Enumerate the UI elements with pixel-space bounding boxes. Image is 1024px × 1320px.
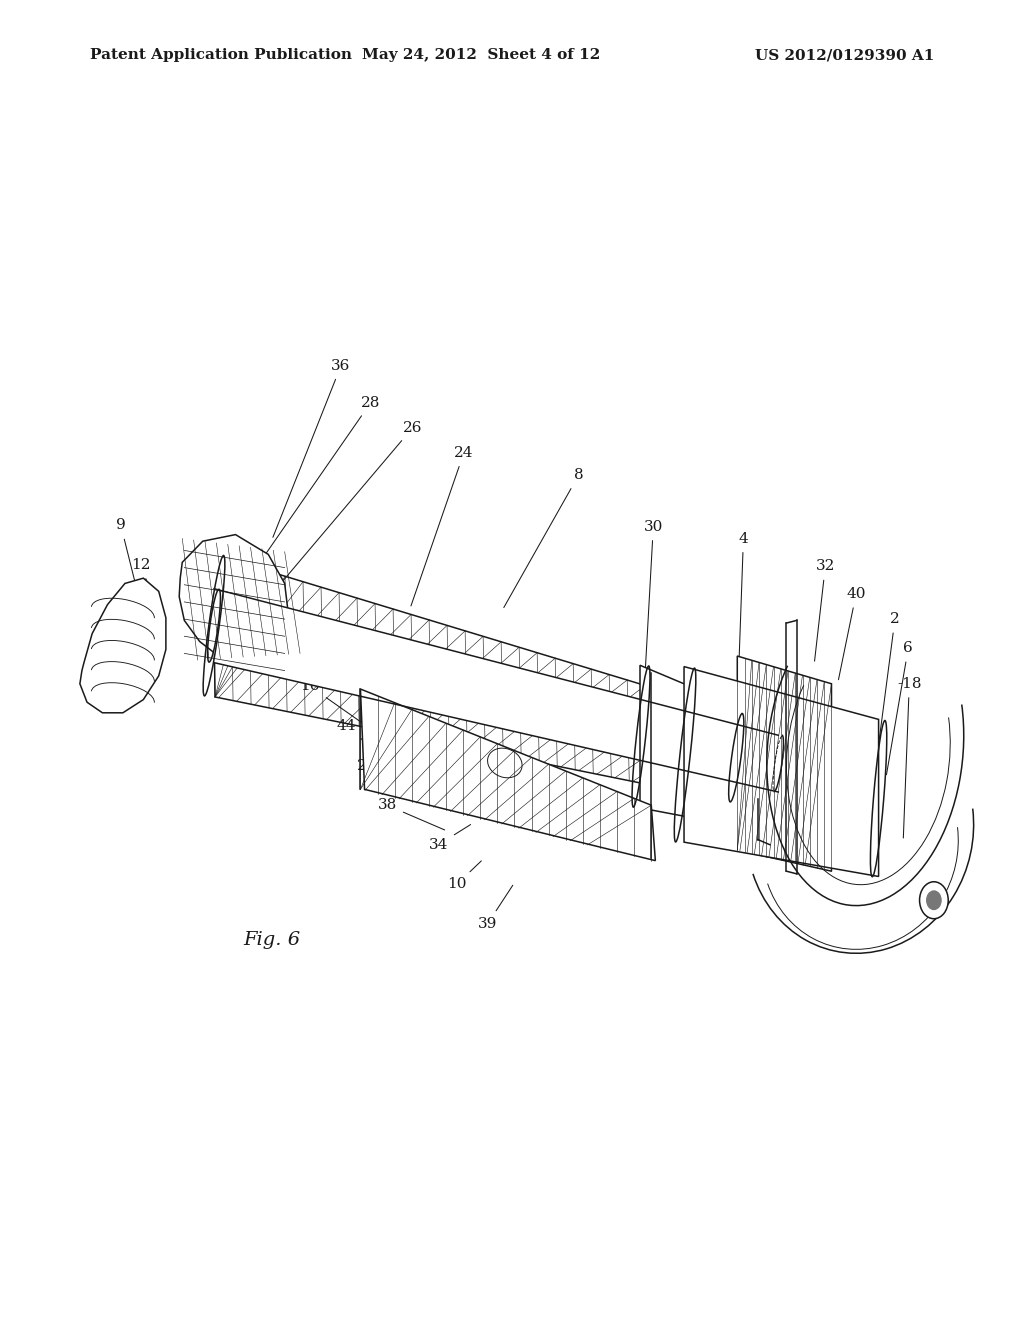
Text: 40: 40 (839, 587, 866, 680)
Text: 4: 4 (737, 532, 749, 706)
Text: 20: 20 (356, 759, 425, 803)
Polygon shape (360, 689, 655, 861)
Text: 28: 28 (260, 396, 380, 561)
Text: 34: 34 (429, 825, 471, 851)
Circle shape (920, 882, 948, 919)
Text: 24: 24 (411, 446, 474, 606)
Text: 44: 44 (336, 719, 394, 767)
Circle shape (927, 891, 941, 909)
Text: 38: 38 (378, 799, 444, 830)
Text: Fig. 6: Fig. 6 (243, 931, 300, 949)
Text: 8: 8 (504, 469, 584, 607)
Text: 9: 9 (116, 519, 138, 595)
Text: 36: 36 (272, 359, 350, 537)
Text: 10: 10 (446, 861, 481, 891)
Text: 39: 39 (478, 886, 513, 931)
Text: Patent Application Publication: Patent Application Publication (90, 49, 352, 62)
Text: 2: 2 (880, 612, 900, 741)
Text: 32: 32 (814, 560, 835, 661)
Text: 30: 30 (643, 520, 663, 706)
Text: US 2012/0129390 A1: US 2012/0129390 A1 (755, 49, 934, 62)
Polygon shape (214, 589, 778, 792)
Polygon shape (737, 656, 831, 871)
Text: 26: 26 (282, 421, 423, 583)
Polygon shape (80, 578, 166, 713)
Text: May 24, 2012  Sheet 4 of 12: May 24, 2012 Sheet 4 of 12 (362, 49, 600, 62)
Text: 12: 12 (131, 558, 159, 616)
Text: 16: 16 (300, 680, 364, 723)
Polygon shape (213, 554, 737, 803)
Text: 6: 6 (887, 642, 913, 775)
Polygon shape (640, 665, 737, 826)
Polygon shape (179, 535, 289, 663)
Text: -18: -18 (897, 677, 922, 838)
Polygon shape (684, 667, 879, 876)
